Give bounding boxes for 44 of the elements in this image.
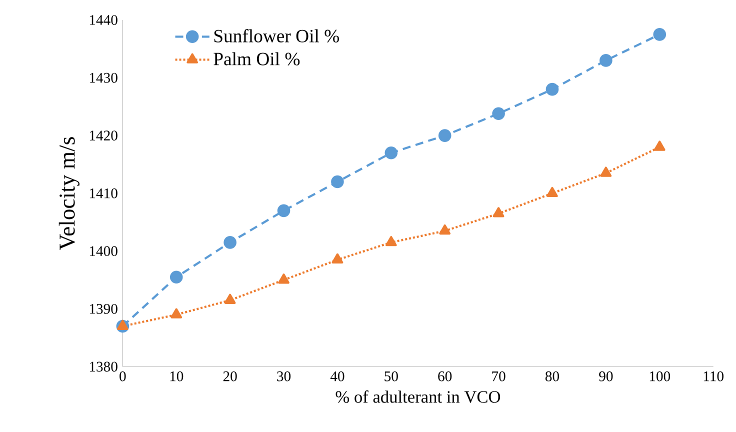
point [546, 82, 559, 96]
point [492, 207, 504, 218]
x-tick-label: 0 [120, 371, 126, 382]
y-tick-label: 1400 [90, 246, 118, 256]
x-axis-title: % of adulterant in VCO [336, 390, 500, 403]
point [331, 175, 344, 188]
x-tick-label: 90 [599, 371, 613, 382]
point [224, 294, 236, 304]
point [116, 320, 128, 330]
y-tick-label: 1380 [90, 362, 118, 372]
point [653, 28, 666, 41]
x-tick-label: 80 [545, 371, 560, 382]
legend-label: Palm Oil % [214, 52, 300, 66]
legend-label: Sunflower Oil % [214, 29, 339, 42]
x-tick-label: 30 [277, 371, 291, 382]
x-tick-label: 20 [223, 371, 237, 382]
x-tick-label: 100 [650, 371, 670, 382]
y-tick-label: 1420 [90, 130, 118, 141]
y-tick-label: 1430 [90, 72, 118, 83]
point [170, 308, 182, 318]
y-axis-title: Velocity m/s [58, 137, 80, 250]
point [546, 186, 558, 198]
point [278, 274, 290, 284]
point [224, 236, 236, 249]
point [170, 270, 183, 284]
point [438, 129, 452, 142]
x-tick-label: 50 [384, 371, 398, 382]
x-tick-label: 70 [492, 371, 506, 382]
point [384, 146, 398, 160]
point [277, 204, 290, 218]
y-tick-label: 1410 [90, 188, 118, 198]
x-tick-label: 60 [438, 371, 452, 382]
y-tick-label: 1390 [90, 304, 118, 314]
point [385, 236, 397, 246]
x-tick-label: 110 [704, 371, 724, 382]
point [600, 54, 612, 67]
point [492, 107, 505, 120]
point [600, 166, 612, 177]
point [654, 140, 666, 151]
y-tick-label: 1440 [90, 15, 118, 25]
x-tick-label: 40 [330, 371, 344, 382]
point [439, 224, 451, 235]
x-tick-label: 10 [170, 371, 184, 382]
point [332, 253, 344, 264]
